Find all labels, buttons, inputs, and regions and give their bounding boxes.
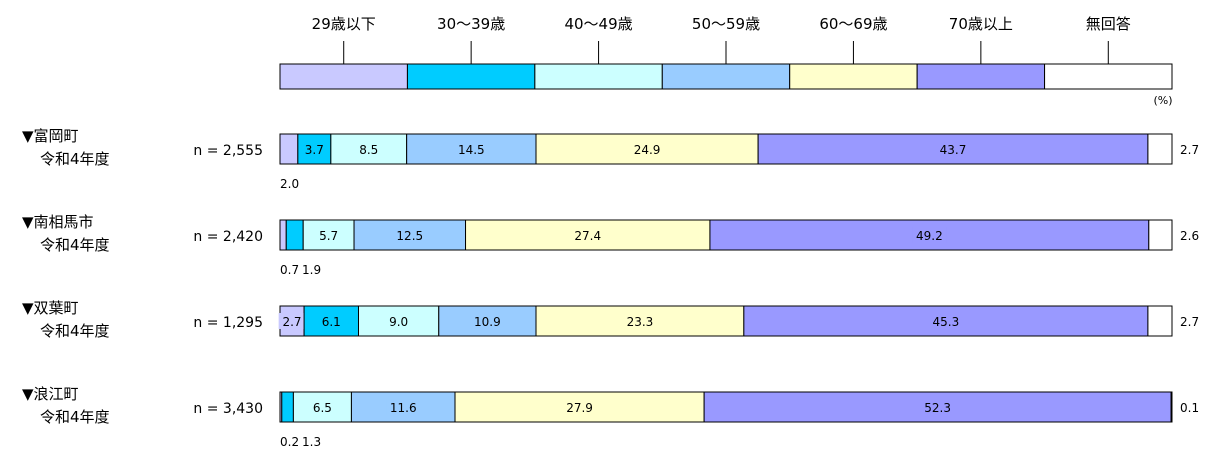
row-label: ▼南相馬市 xyxy=(22,213,94,231)
legend-swatch-3 xyxy=(534,63,663,90)
data-label: 2.7 xyxy=(1180,143,1199,157)
data-label: 14.5 xyxy=(458,143,485,157)
data-label: 2.0 xyxy=(280,177,299,191)
row-n-label: n = 1,295 xyxy=(193,315,263,331)
data-label-bg xyxy=(300,141,328,157)
data-label-bg xyxy=(935,141,971,157)
legend-label-3: 40～49歳 xyxy=(564,15,632,33)
data-label: 6.1 xyxy=(322,315,341,329)
bar-segment xyxy=(279,219,287,251)
data-label: 2.6 xyxy=(1180,229,1199,243)
data-label-bg xyxy=(454,141,489,157)
data-label: 11.6 xyxy=(390,401,417,415)
bar-segment xyxy=(285,219,304,251)
legend-label-5: 60～69歳 xyxy=(819,15,887,33)
row-label: ▼浪江町 xyxy=(22,385,79,403)
row-sublabel: 令和4年度 xyxy=(40,150,110,168)
data-label-bg xyxy=(392,227,427,243)
data-label: 1.9 xyxy=(302,263,321,277)
legend-label-7: 無回答 xyxy=(1086,15,1131,33)
row-n-label: n = 3,430 xyxy=(193,401,263,417)
data-label: 27.4 xyxy=(574,229,601,243)
data-label: 45.3 xyxy=(933,315,960,329)
data-label: 27.9 xyxy=(566,401,593,415)
data-label-bg xyxy=(315,227,343,243)
row-n-label: n = 2,555 xyxy=(193,143,263,159)
bar-segment xyxy=(1148,219,1173,251)
data-label-bg xyxy=(912,227,947,243)
data-label: 10.9 xyxy=(474,315,501,329)
legend: 29歳以下 30～39歳 40～49歳 50～59歳 60～69歳 70歳以上 無回答 xyxy=(279,15,1173,90)
bar-segment xyxy=(743,305,1149,337)
row-sublabel: 令和4年度 xyxy=(40,408,110,426)
data-label-bg xyxy=(317,313,345,329)
data-label: 1.3 xyxy=(302,435,321,449)
data-label: 49.2 xyxy=(916,229,943,243)
legend-swatch-7 xyxy=(1044,63,1173,90)
legend-label-1: 29歳以下 xyxy=(312,15,376,33)
data-label: 12.5 xyxy=(396,229,423,243)
legend-label-2: 30～39歳 xyxy=(437,15,505,33)
row-sublabel: 令和4年度 xyxy=(40,322,110,340)
bar-segment xyxy=(1170,391,1173,423)
data-label: 3.7 xyxy=(305,143,324,157)
legend-swatch-4 xyxy=(661,63,791,90)
unit-label: (%) xyxy=(1153,94,1172,107)
legend-swatch-5 xyxy=(789,63,918,90)
data-label-bg xyxy=(562,399,597,415)
data-label-bg xyxy=(920,399,955,415)
bar-segment xyxy=(279,133,299,165)
legend-label-6: 70歳以上 xyxy=(949,15,1013,33)
data-label: 0.7 xyxy=(280,263,299,277)
data-label: 9.0 xyxy=(389,315,408,329)
row-label: ▼双葉町 xyxy=(22,299,79,317)
bar-segment xyxy=(1147,305,1173,337)
data-label: 43.7 xyxy=(940,143,967,157)
row-sublabel: 令和4年度 xyxy=(40,236,110,254)
data-label: 52.3 xyxy=(924,401,951,415)
data-label: 0.1 xyxy=(1180,401,1199,415)
legend-swatch-6 xyxy=(916,63,1046,90)
data-label: 2.7 xyxy=(1180,315,1199,329)
data-label-bg xyxy=(622,313,658,329)
row-n-label: n = 2,420 xyxy=(193,229,263,245)
data-label: 23.3 xyxy=(627,315,654,329)
data-label-bg xyxy=(470,313,505,329)
data-label-bg xyxy=(629,141,665,157)
bar-segment xyxy=(281,391,294,423)
data-label-bg xyxy=(385,313,413,329)
row-label: ▼富岡町 xyxy=(22,127,79,145)
legend-swatch-1 xyxy=(279,63,408,90)
data-label: 0.2 xyxy=(280,435,299,449)
data-label: 8.5 xyxy=(359,143,378,157)
legend-swatch-2 xyxy=(406,63,536,90)
data-label-bg xyxy=(355,141,383,157)
data-label-bg xyxy=(928,313,964,329)
data-label-bg xyxy=(386,399,421,415)
data-label: 5.7 xyxy=(319,229,338,243)
data-label: 24.9 xyxy=(634,143,661,157)
bar-segment xyxy=(302,219,355,251)
data-label-bg xyxy=(309,399,336,415)
data-label-bg xyxy=(570,227,605,243)
legend-label-4: 50～59歳 xyxy=(692,15,760,33)
data-label-bg xyxy=(278,313,306,329)
data-label: 2.7 xyxy=(282,315,301,329)
bar-segment xyxy=(1147,133,1173,165)
data-label: 6.5 xyxy=(313,401,332,415)
